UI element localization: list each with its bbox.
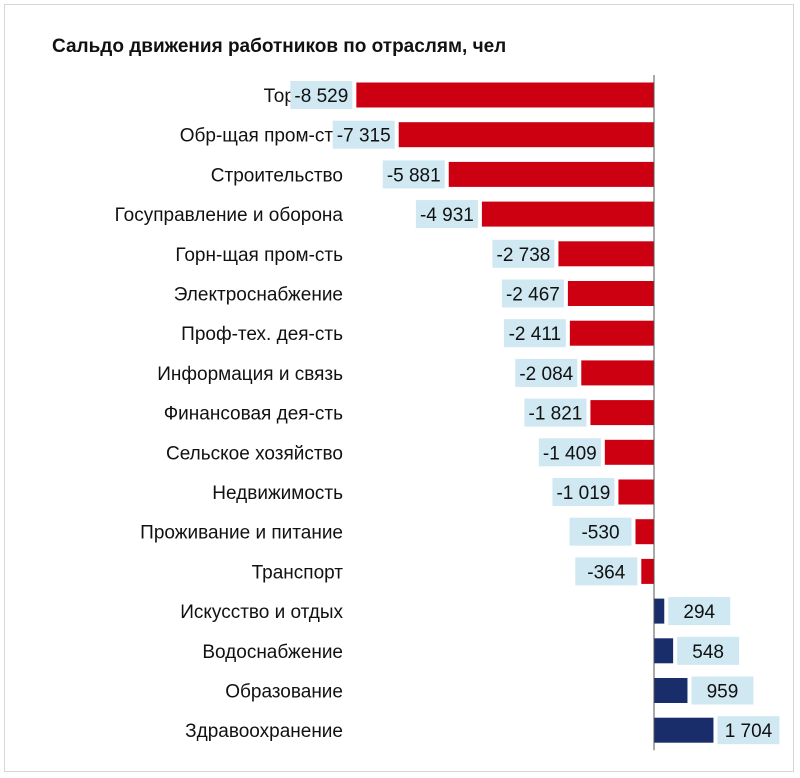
data-label-background [382, 160, 445, 189]
data-label-background [501, 279, 564, 308]
data-label-background [717, 716, 780, 745]
bar [654, 678, 688, 703]
bar [481, 201, 654, 227]
data-label: -5 881 [387, 165, 441, 186]
data-label-background [677, 636, 740, 665]
bar [635, 519, 654, 545]
data-label: -530 [581, 523, 619, 544]
bar [590, 400, 654, 426]
category-label: Госуправление и оборона [115, 205, 344, 226]
bar [398, 122, 654, 148]
category-label: Искусство и отдых [180, 602, 343, 623]
category-label: Информация и связь [157, 364, 343, 385]
data-label: -7 315 [337, 126, 391, 147]
data-label-background [668, 597, 731, 626]
category-label: Недвижимость [212, 483, 343, 504]
category-label: Горн-щая пром-сть [175, 245, 343, 266]
data-label-background [524, 398, 587, 427]
data-label-background [503, 319, 566, 348]
data-label: 294 [683, 602, 715, 623]
category-label: Обр-щая пром-сть [180, 126, 343, 147]
bar [569, 320, 654, 346]
bar [448, 161, 654, 187]
bar [356, 82, 654, 108]
category-label: Образование [225, 682, 343, 703]
data-label-background [569, 517, 632, 546]
data-label: -2 084 [519, 364, 573, 385]
data-label-background [552, 478, 615, 506]
data-label: -1 409 [543, 443, 597, 464]
data-label: -2 738 [497, 245, 551, 266]
data-label-background [332, 120, 395, 149]
data-label-background [515, 358, 578, 387]
bar [654, 638, 674, 664]
data-label-background [538, 438, 601, 467]
data-label: -1 019 [556, 483, 610, 504]
category-label: Водоснабжение [202, 642, 343, 663]
data-label: -2 467 [506, 285, 560, 306]
bar [604, 439, 654, 465]
category-label: Проф-тех. дея-сть [181, 324, 343, 345]
data-label: 959 [707, 682, 739, 703]
data-label: -8 529 [294, 86, 348, 107]
bar [581, 360, 654, 386]
data-label: -4 931 [420, 205, 474, 226]
category-label: Строительство [211, 165, 343, 186]
category-label: Электроснабжение [174, 285, 343, 306]
bar [618, 479, 654, 505]
category-label: Финансовая дея-сть [164, 404, 343, 425]
category-label: Проживание и питание [140, 523, 343, 544]
data-label: 548 [692, 642, 724, 663]
bar [558, 241, 654, 267]
category-label: Транспорт [252, 562, 344, 583]
data-label-background [691, 676, 754, 705]
chart-frame [4, 4, 794, 772]
bar [567, 281, 654, 306]
data-label: -1 821 [529, 404, 583, 425]
data-label: -2 411 [509, 324, 561, 345]
data-label-background [492, 239, 555, 268]
data-label: 1 704 [725, 721, 773, 742]
bar [654, 598, 665, 624]
data-label-background [290, 81, 353, 109]
chart-title: Сальдо движения работников по отраслям, … [52, 36, 506, 57]
category-label: Здравоохранение [185, 721, 343, 742]
bar [654, 717, 714, 743]
category-label: Сельское хозяйство [166, 443, 343, 464]
data-label-background [575, 557, 638, 586]
bar [641, 558, 654, 584]
data-label: -364 [587, 562, 625, 583]
data-label-background [415, 200, 478, 229]
